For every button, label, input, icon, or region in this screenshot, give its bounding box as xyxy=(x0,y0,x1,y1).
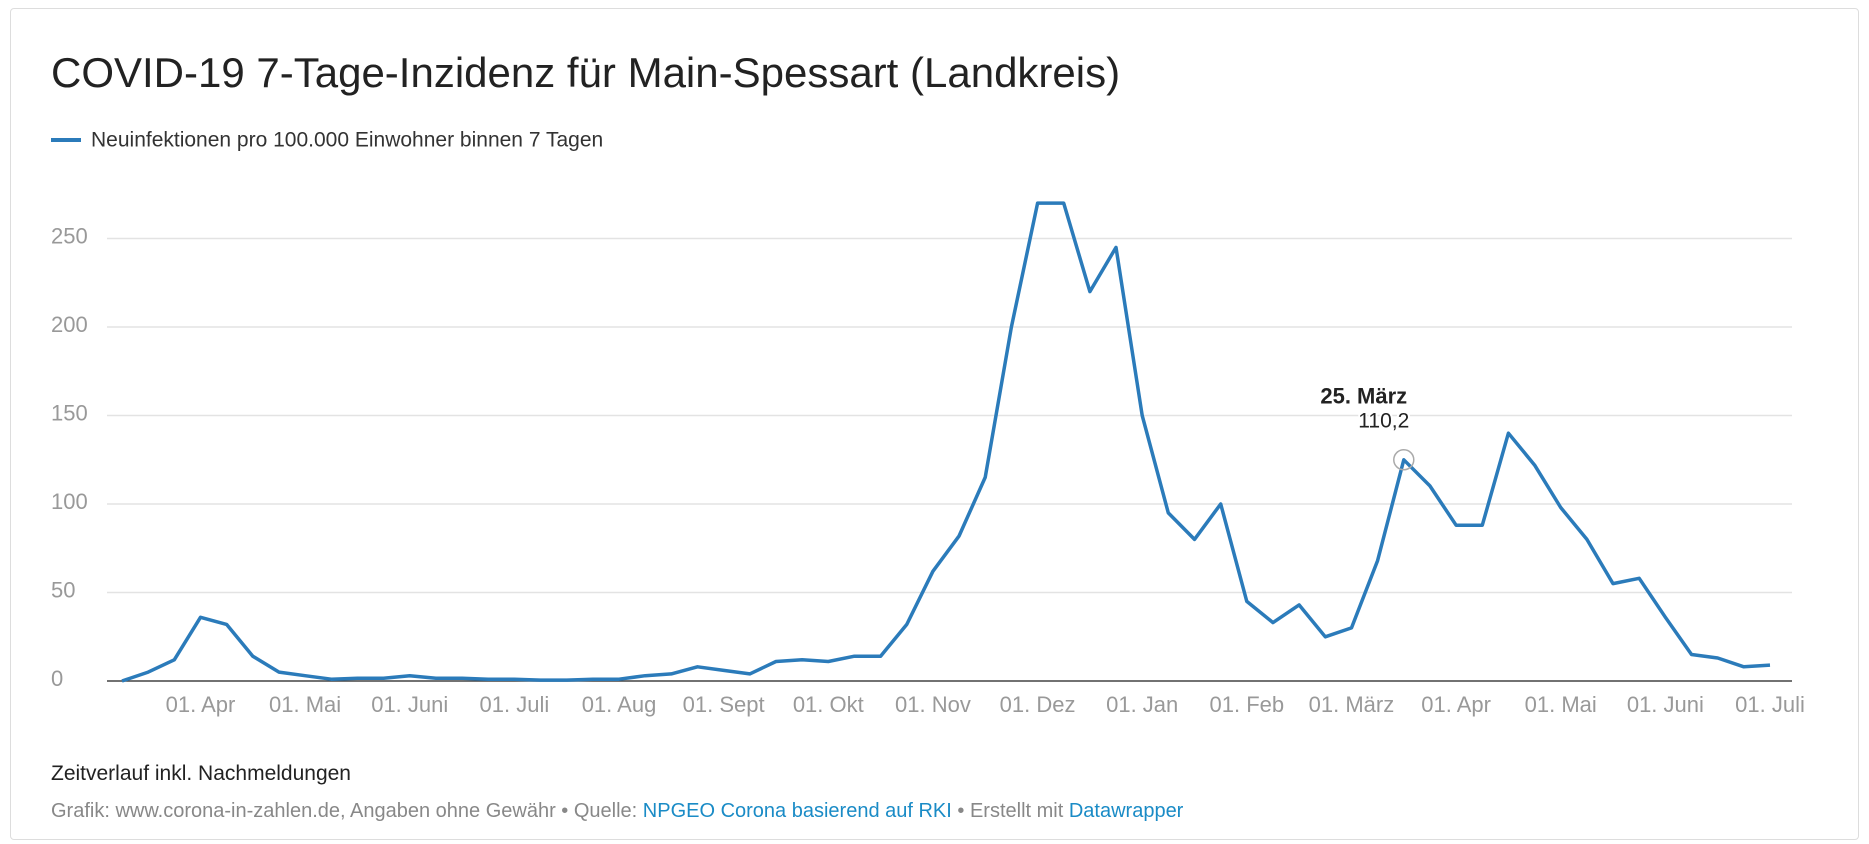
y-tick-label: 200 xyxy=(51,312,88,337)
legend-label: Neuinfektionen pro 100.000 Einwohner bin… xyxy=(91,129,603,152)
footer: Grafik: www.corona-in-zahlen.de, Angaben… xyxy=(51,800,1183,823)
annotation-value: 110,2 xyxy=(1358,409,1409,432)
x-tick-label: 01. Mai xyxy=(269,692,341,717)
x-tick-label: 01. Juni xyxy=(371,692,448,717)
x-tick-label: 01. Nov xyxy=(895,692,971,717)
x-tick-label: 01. Feb xyxy=(1210,692,1285,717)
annotation-marker xyxy=(1393,449,1415,471)
x-tick-label: 01. Juli xyxy=(1735,692,1805,717)
y-tick-label: 50 xyxy=(51,577,75,602)
x-tick-label: 01. Sept xyxy=(683,692,765,717)
x-tick-label: 01. Aug xyxy=(582,692,657,717)
footer-text: • Erstellt mit xyxy=(951,800,1069,822)
x-tick-label: 01. Mai xyxy=(1525,692,1597,717)
notes: Zeitverlauf inkl. Nachmeldungen xyxy=(51,762,351,785)
y-tick-label: 0 xyxy=(51,666,63,691)
annotation-title: 25. März xyxy=(1320,384,1407,409)
card xyxy=(10,8,1859,840)
chart-title: COVID-19 7-Tage-Inzidenz für Main-Spessa… xyxy=(51,49,1120,96)
x-tick-label: 01. Juli xyxy=(480,692,550,717)
x-tick-label: 01. Apr xyxy=(166,692,236,717)
source-link[interactable]: NPGEO Corona basierend auf RKI xyxy=(642,800,952,822)
tool-link[interactable]: Datawrapper xyxy=(1068,800,1184,822)
x-tick-label: 01. Apr xyxy=(1421,692,1491,717)
x-tick-label: 01. Jan xyxy=(1106,692,1178,717)
x-tick-label: 01. Juni xyxy=(1627,692,1704,717)
series-line xyxy=(121,201,1771,683)
y-tick-label: 100 xyxy=(51,489,88,514)
x-tick-label: 01. März xyxy=(1309,692,1395,717)
y-tick-label: 250 xyxy=(51,223,88,248)
footer-text: Grafik: www.corona-in-zahlen.de, Angaben… xyxy=(51,800,643,822)
x-tick-label: 01. Dez xyxy=(1000,692,1076,717)
x-tick-label: 01. Okt xyxy=(793,692,864,717)
y-tick-label: 150 xyxy=(51,400,88,425)
